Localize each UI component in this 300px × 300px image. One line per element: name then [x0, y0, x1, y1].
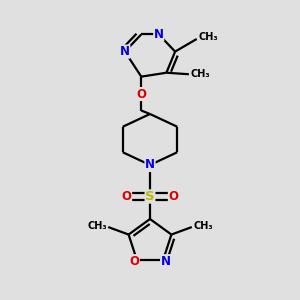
Text: O: O: [122, 190, 132, 203]
Text: O: O: [168, 190, 178, 203]
Text: N: N: [145, 158, 155, 172]
Text: N: N: [160, 255, 171, 268]
Text: CH₃: CH₃: [87, 220, 107, 230]
Text: O: O: [136, 88, 146, 100]
Text: S: S: [145, 190, 155, 203]
Text: N: N: [120, 45, 130, 58]
Text: N: N: [154, 28, 164, 41]
Text: CH₃: CH₃: [198, 32, 218, 42]
Text: CH₃: CH₃: [190, 69, 210, 79]
Text: CH₃: CH₃: [193, 220, 213, 230]
Text: O: O: [129, 255, 140, 268]
